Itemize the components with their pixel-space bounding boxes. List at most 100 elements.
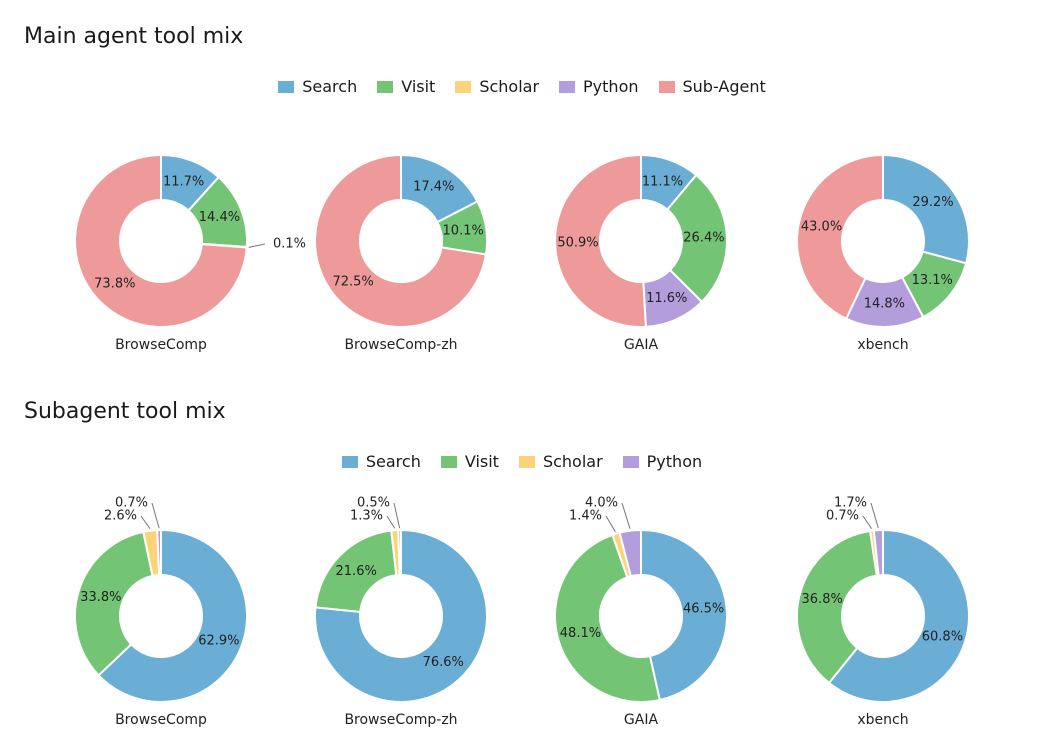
slice-label: 4.0%: [585, 496, 618, 511]
legend-swatch: [341, 455, 358, 468]
chart-title: BrowseComp-zh: [344, 337, 457, 353]
callout-line: [151, 502, 160, 529]
donut-slice-python: [872, 528, 884, 577]
donut-chart: 11.7% 14.4% 0.1% 73.8% BrowseComp: [74, 153, 306, 353]
callout-line: [140, 515, 151, 529]
donut-slice-visit: [554, 533, 661, 703]
legend-swatch: [377, 80, 394, 93]
slice-label: 36.8%: [802, 592, 843, 607]
slice-label: 11.6%: [646, 291, 687, 306]
legend-item-search: Search: [341, 452, 421, 471]
donut-slice-visit: [74, 530, 154, 677]
legend-label: Python: [583, 77, 639, 96]
slice-label: 46.5%: [683, 602, 724, 617]
donut-slice-python: [618, 528, 642, 578]
legend-label: Search: [302, 77, 358, 96]
slice-label: 60.8%: [922, 629, 963, 644]
donut-slice-search: [882, 153, 970, 265]
legend-label: Scholar: [542, 452, 603, 471]
chart-title: xbench: [857, 712, 908, 728]
callout-line: [386, 515, 396, 529]
slice-label: 1.4%: [569, 509, 602, 524]
slice-label: 33.8%: [80, 590, 121, 605]
legend-main-agent: Search Visit Scholar Python Sub-Agent: [0, 77, 1044, 96]
legend-label: Sub-Agent: [682, 77, 766, 96]
slice-label: 48.1%: [560, 626, 601, 641]
slice-label: 1.3%: [350, 509, 383, 524]
legend-subagent: Search Visit Scholar Python: [0, 452, 1044, 471]
slice-label: 14.8%: [864, 296, 905, 311]
donut-slice-sub-agent: [74, 153, 248, 328]
legend-swatch: [622, 455, 639, 468]
chart-title: xbench: [857, 337, 908, 353]
donut-slice-sub-agent: [796, 153, 884, 321]
donut-chart: 60.8% 36.8% 0.7%1.7% xbench: [796, 496, 970, 728]
slice-label: 0.1%: [273, 237, 306, 252]
slice-label: 73.8%: [94, 276, 135, 291]
donut-chart: 46.5% 48.1% 1.4%4.0% GAIA: [554, 496, 728, 728]
slice-label: 0.5%: [357, 496, 390, 511]
donut-slice-sub-agent: [314, 153, 488, 328]
chart-title: BrowseComp: [115, 712, 207, 728]
legend-item-scholar: Scholar: [455, 77, 539, 96]
slice-label: 76.6%: [423, 655, 464, 670]
slice-label: 2.6%: [104, 509, 137, 524]
legend-swatch: [658, 80, 675, 93]
donut-slice-visit: [665, 173, 728, 304]
legend-item-python: Python: [559, 77, 639, 96]
slice-label: 11.7%: [163, 175, 204, 190]
slice-label: 1.7%: [834, 496, 867, 511]
legend-item-scholar: Scholar: [518, 452, 603, 471]
legend-swatch: [559, 80, 576, 93]
donut-slice-search: [827, 528, 970, 703]
legend-item-python: Python: [622, 452, 703, 471]
legend-label: Search: [365, 452, 421, 471]
legend-label: Visit: [401, 77, 436, 96]
donut-slice-visit: [314, 529, 398, 613]
slice-label: 10.1%: [443, 223, 484, 238]
donut-chart: 11.1% 26.4% 11.6% 50.9% GAIA: [554, 153, 728, 353]
legend-label: Python: [646, 452, 703, 471]
slice-label: 11.1%: [642, 174, 683, 189]
callout-line: [862, 515, 873, 530]
legend-item-search: Search: [278, 77, 357, 96]
slice-label: 21.6%: [336, 564, 377, 579]
callout-line: [605, 515, 616, 533]
chart-title: BrowseComp-zh: [344, 712, 457, 728]
callout-line: [621, 502, 631, 529]
slice-label: 62.9%: [198, 633, 239, 648]
donut-chart: 17.4% 10.1% 72.5% BrowseComp-zh: [314, 153, 488, 353]
slice-label: 43.0%: [801, 220, 842, 235]
slice-label: 72.5%: [332, 274, 373, 289]
donut-slice-search: [97, 528, 248, 703]
donut-slice-python: [156, 528, 162, 577]
legend-swatch: [278, 80, 295, 93]
donut-slice-python: [397, 528, 402, 577]
chart-title: GAIA: [624, 337, 659, 353]
legend-swatch: [455, 80, 472, 93]
legend-label: Visit: [464, 452, 499, 471]
slice-label: 14.4%: [199, 210, 240, 225]
donut-chart: 76.6% 21.6% 1.3%0.5% BrowseComp-zh: [314, 496, 488, 728]
slice-label: 17.4%: [413, 180, 454, 195]
slice-label: 13.1%: [912, 273, 953, 288]
chart-title: GAIA: [624, 712, 659, 728]
slice-label: 0.7%: [115, 496, 148, 511]
slice-label: 26.4%: [683, 231, 724, 246]
donut-chart: 29.2% 13.1% 14.8% 43.0% xbench: [796, 153, 970, 353]
donut-chart: 62.9% 33.8% 2.6%0.7% BrowseComp: [74, 496, 248, 728]
section-title-main-agent: Main agent tool mix: [24, 24, 244, 49]
callout-line: [393, 502, 401, 529]
slice-label: 29.2%: [912, 195, 953, 210]
legend-item-sub-agent: Sub-Agent: [658, 77, 766, 96]
callout-line: [870, 502, 879, 529]
donut-slice-sub-agent: [554, 153, 647, 328]
chart-title: BrowseComp: [115, 337, 207, 353]
donut-slice-visit: [796, 529, 878, 685]
legend-label: Scholar: [479, 77, 540, 96]
donut-slice-search: [314, 528, 488, 703]
slice-label: 50.9%: [557, 235, 598, 250]
legend-swatch: [440, 455, 457, 468]
callout-line: [248, 243, 266, 248]
legend-item-visit: Visit: [377, 77, 435, 96]
